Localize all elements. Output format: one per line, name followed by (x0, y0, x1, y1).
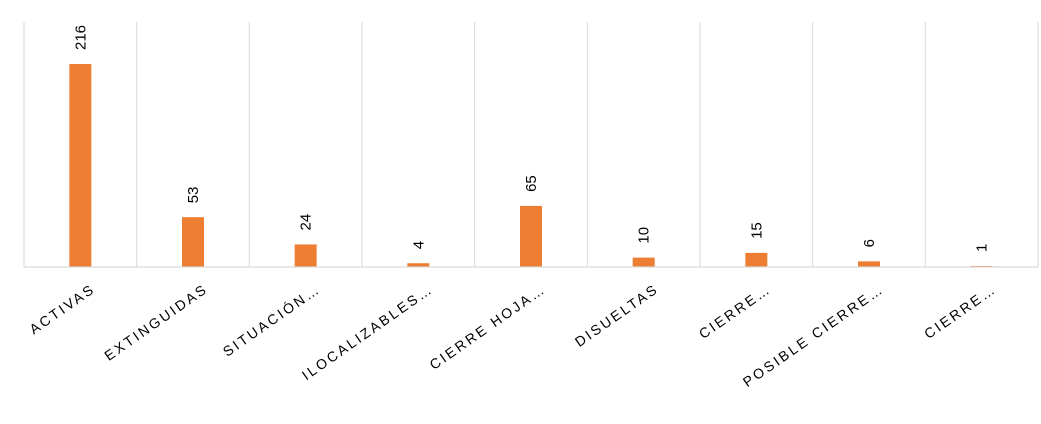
x-tick-label-2: EXTINGUIDAS (101, 280, 210, 363)
bar-2 (182, 217, 204, 267)
bars-layer (69, 64, 993, 267)
data-label-9: 1 (974, 244, 991, 252)
x-tick-label-6: DISUELTAS (572, 280, 662, 349)
x-tick-label-9: CIERRE… (921, 280, 999, 342)
data-label-8: 6 (861, 239, 878, 247)
x-tick-label-1: ACTIVAS (26, 280, 98, 337)
grid-layer (23, 22, 1039, 267)
bar-7 (745, 252, 768, 267)
x-tick-labels-layer: ACTIVAS EXTINGUIDAS SITUACIÓN…ILOCALIZABLE… (26, 280, 999, 390)
data-label-2: 53 (185, 187, 202, 204)
bar-3 (294, 244, 317, 267)
data-label-6: 10 (636, 227, 653, 244)
x-tick-label-7: CIERRE… (696, 280, 774, 342)
bar-1 (69, 64, 92, 267)
bar-4 (407, 263, 430, 267)
data-label-7: 15 (748, 222, 765, 239)
data-label-5: 65 (523, 175, 540, 192)
bar-6 (632, 257, 655, 267)
data-labels-layer: 216 53 24 4 65 10 15 6 1 (72, 25, 990, 252)
data-label-1: 216 (72, 25, 89, 50)
data-label-4: 4 (410, 241, 427, 249)
data-label-3: 24 (298, 214, 315, 231)
bar-5 (520, 205, 542, 267)
x-tick-label-3: SITUACIÓN… (220, 280, 324, 359)
x-tick-label-5: CIERRE HOJA… (426, 280, 548, 372)
bar-8 (858, 261, 880, 267)
